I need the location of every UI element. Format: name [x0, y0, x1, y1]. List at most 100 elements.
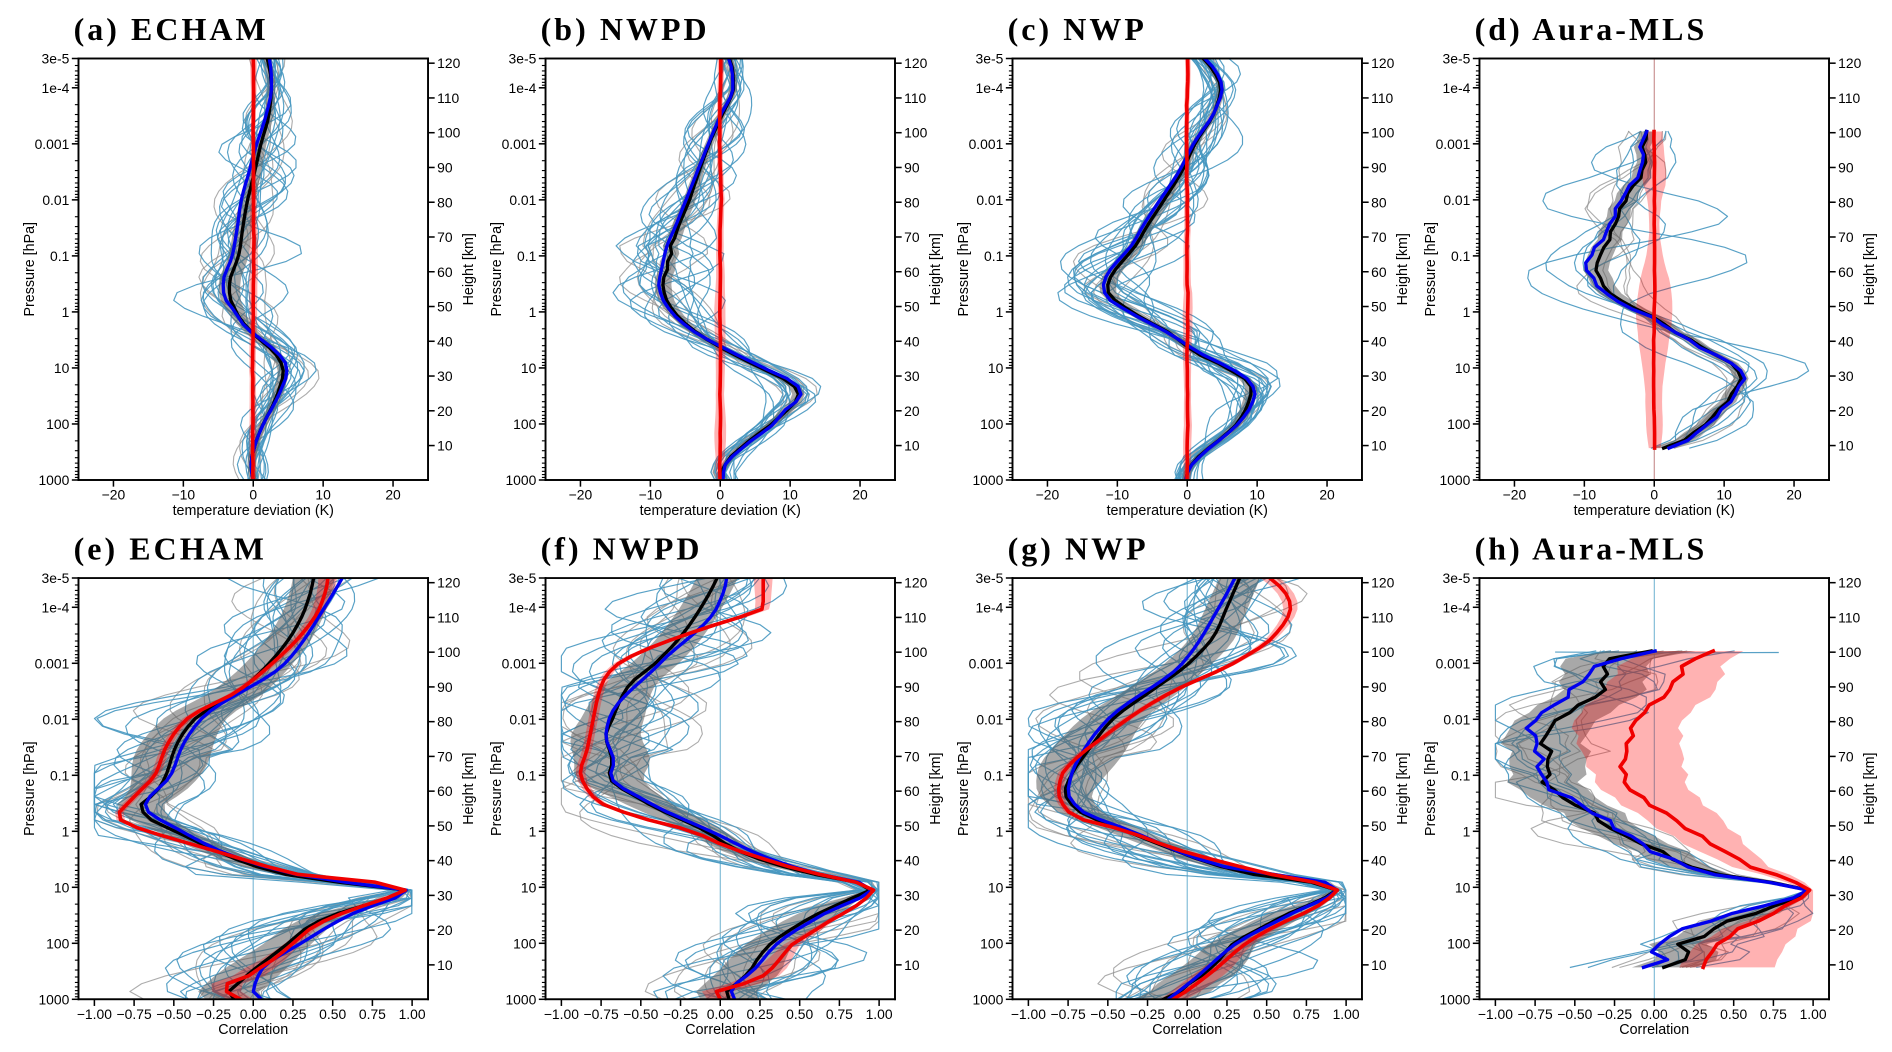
- svg-text:10: 10: [1716, 487, 1732, 503]
- svg-text:−0.75: −0.75: [1051, 1006, 1086, 1022]
- svg-text:1: 1: [996, 304, 1004, 320]
- svg-text:100: 100: [1371, 125, 1394, 141]
- svg-text:temperature deviation (K): temperature deviation (K): [1107, 503, 1268, 519]
- svg-text:0.25: 0.25: [746, 1006, 773, 1022]
- svg-text:100: 100: [904, 644, 927, 660]
- svg-text:110: 110: [904, 90, 926, 106]
- svg-text:1000: 1000: [38, 472, 69, 488]
- svg-text:1.00: 1.00: [399, 1006, 426, 1022]
- svg-text:10: 10: [988, 360, 1004, 376]
- svg-text:3e-5: 3e-5: [42, 570, 70, 586]
- svg-text:70: 70: [904, 229, 920, 245]
- svg-text:1e-4: 1e-4: [1443, 80, 1471, 96]
- svg-text:110: 110: [1371, 90, 1393, 106]
- svg-text:0.001: 0.001: [502, 136, 537, 152]
- svg-text:0.00: 0.00: [1174, 1006, 1201, 1022]
- svg-text:(f) NWPD: (f) NWPD: [541, 531, 703, 566]
- svg-text:50: 50: [1371, 818, 1387, 834]
- svg-text:10: 10: [1455, 360, 1471, 376]
- svg-text:1.00: 1.00: [866, 1006, 893, 1022]
- svg-text:0.50: 0.50: [1253, 1006, 1280, 1022]
- svg-text:0.1: 0.1: [517, 248, 537, 264]
- svg-text:0.1: 0.1: [984, 248, 1004, 264]
- svg-text:110: 110: [437, 609, 459, 625]
- svg-text:0.01: 0.01: [42, 192, 69, 208]
- svg-text:60: 60: [437, 783, 453, 799]
- svg-text:Correlation: Correlation: [1619, 1022, 1689, 1038]
- svg-text:70: 70: [437, 748, 453, 764]
- svg-text:0.1: 0.1: [1451, 767, 1471, 783]
- svg-text:120: 120: [437, 55, 460, 71]
- svg-text:(h) Aura-MLS: (h) Aura-MLS: [1475, 531, 1708, 566]
- svg-text:90: 90: [904, 159, 920, 175]
- svg-text:100: 100: [437, 644, 460, 660]
- svg-text:80: 80: [437, 194, 453, 210]
- svg-text:0.00: 0.00: [707, 1006, 734, 1022]
- svg-text:−1.00: −1.00: [77, 1006, 112, 1022]
- svg-text:50: 50: [904, 299, 920, 315]
- svg-text:110: 110: [437, 90, 459, 106]
- svg-text:40: 40: [1838, 853, 1854, 869]
- svg-text:1e-4: 1e-4: [42, 599, 70, 615]
- svg-text:10: 10: [54, 360, 70, 376]
- svg-text:(d) Aura-MLS: (d) Aura-MLS: [1475, 12, 1708, 47]
- svg-text:30: 30: [1838, 368, 1854, 384]
- svg-text:3e-5: 3e-5: [1443, 51, 1471, 67]
- svg-text:80: 80: [1838, 194, 1854, 210]
- svg-text:60: 60: [1371, 264, 1387, 280]
- svg-text:−0.50: −0.50: [1090, 1006, 1125, 1022]
- svg-text:120: 120: [904, 575, 927, 591]
- svg-text:50: 50: [1838, 818, 1854, 834]
- svg-text:10: 10: [1838, 438, 1854, 454]
- svg-text:−0.25: −0.25: [196, 1006, 231, 1022]
- svg-text:temperature deviation (K): temperature deviation (K): [640, 503, 801, 519]
- svg-text:40: 40: [437, 853, 453, 869]
- svg-text:0: 0: [1183, 487, 1191, 503]
- svg-text:−1.00: −1.00: [1011, 1006, 1046, 1022]
- svg-text:30: 30: [1371, 887, 1387, 903]
- svg-text:20: 20: [1319, 487, 1335, 503]
- svg-text:Pressure [hPa]: Pressure [hPa]: [956, 741, 972, 836]
- svg-text:0.50: 0.50: [786, 1006, 813, 1022]
- svg-text:Pressure [hPa]: Pressure [hPa]: [1423, 741, 1439, 836]
- svg-text:110: 110: [1838, 609, 1860, 625]
- svg-text:Height [km]: Height [km]: [1395, 752, 1411, 824]
- svg-text:1e-4: 1e-4: [509, 80, 537, 96]
- svg-text:80: 80: [1371, 194, 1387, 210]
- svg-text:10: 10: [1249, 487, 1265, 503]
- svg-text:0.01: 0.01: [1443, 192, 1470, 208]
- svg-text:1: 1: [996, 823, 1004, 839]
- svg-text:100: 100: [46, 416, 69, 432]
- svg-text:90: 90: [437, 159, 453, 175]
- svg-text:3e-5: 3e-5: [509, 51, 537, 67]
- svg-text:0.75: 0.75: [1293, 1006, 1320, 1022]
- svg-text:(g) NWP: (g) NWP: [1008, 531, 1149, 566]
- svg-text:0.001: 0.001: [35, 136, 70, 152]
- svg-text:120: 120: [1371, 575, 1394, 591]
- svg-text:0.50: 0.50: [1720, 1006, 1747, 1022]
- svg-text:Pressure [hPa]: Pressure [hPa]: [489, 741, 505, 836]
- svg-text:−0.50: −0.50: [156, 1006, 191, 1022]
- svg-text:3e-5: 3e-5: [976, 51, 1004, 67]
- svg-text:50: 50: [904, 818, 920, 834]
- svg-text:0.01: 0.01: [42, 711, 69, 727]
- svg-text:80: 80: [1371, 714, 1387, 730]
- svg-text:(c) NWP: (c) NWP: [1008, 12, 1147, 47]
- svg-text:−10: −10: [1106, 487, 1130, 503]
- svg-text:10: 10: [988, 879, 1004, 895]
- svg-text:1: 1: [62, 304, 70, 320]
- svg-text:1.00: 1.00: [1333, 1006, 1360, 1022]
- svg-text:120: 120: [1838, 575, 1861, 591]
- svg-text:20: 20: [1838, 922, 1854, 938]
- svg-text:20: 20: [385, 487, 401, 503]
- svg-text:−20: −20: [569, 487, 593, 503]
- svg-text:Correlation: Correlation: [685, 1022, 755, 1038]
- svg-text:20: 20: [852, 487, 868, 503]
- svg-text:30: 30: [904, 368, 920, 384]
- svg-text:100: 100: [1371, 644, 1394, 660]
- svg-text:10: 10: [1371, 438, 1387, 454]
- svg-text:3e-5: 3e-5: [509, 570, 537, 586]
- svg-text:10: 10: [1838, 957, 1854, 973]
- svg-text:−20: −20: [102, 487, 126, 503]
- svg-text:1: 1: [529, 823, 537, 839]
